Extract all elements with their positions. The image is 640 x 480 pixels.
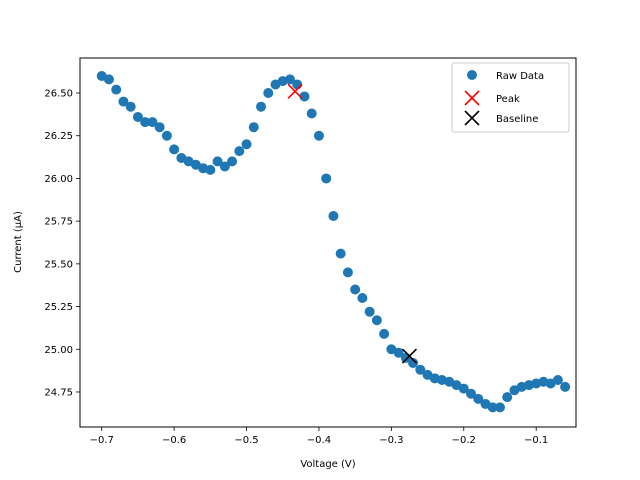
x-tick-label: −0.2: [452, 435, 476, 446]
raw-data-point: [466, 388, 477, 399]
raw-data-point: [393, 347, 404, 358]
legend-box: [451, 62, 570, 133]
raw-data-point: [132, 111, 143, 122]
raw-data-point: [219, 161, 230, 172]
raw-data-point: [357, 293, 368, 304]
plot-frame: [79, 57, 577, 428]
y-axis-label: Current (µA): [13, 211, 24, 273]
raw-data-point: [408, 357, 419, 368]
x-tick-label: −0.4: [307, 435, 331, 446]
raw-data-point: [292, 79, 303, 90]
raw-data-point: [205, 164, 216, 175]
raw-data-point: [458, 383, 469, 394]
x-tick-label: −0.6: [162, 435, 186, 446]
y-tick-label: 25.75: [44, 217, 73, 228]
y-tick-label: 26.50: [44, 89, 73, 100]
raw-data-point: [241, 139, 252, 150]
legend-marker-peak: [464, 90, 480, 106]
raw-data-point: [560, 381, 571, 392]
raw-data-point: [111, 84, 122, 95]
raw-data-point: [140, 117, 151, 128]
y-tick-label: 24.75: [44, 387, 73, 398]
raw-data-point: [342, 267, 353, 278]
legend-label-baseline: Baseline: [496, 114, 538, 125]
x-axis: −0.7 −0.6 −0.5 −0.4 −0.3 −0.2 −0.1: [90, 427, 548, 446]
raw-data-point: [256, 101, 267, 112]
legend-marker-baseline: [464, 110, 480, 126]
y-tick-label: 26.25: [44, 131, 73, 142]
raw-data-point: [335, 248, 346, 259]
y-axis: 24.75 25.00 25.25 25.50 25.75 26.00 26.25 26.50: [44, 89, 80, 398]
x-tick-label: −0.7: [90, 435, 114, 446]
raw-data-point: [169, 144, 180, 155]
raw-data-point: [415, 364, 426, 375]
x-tick-label: −0.1: [524, 435, 548, 446]
raw-data-point: [306, 108, 317, 119]
raw-data-point: [147, 117, 158, 128]
raw-data-point: [494, 402, 505, 413]
raw-data-point: [212, 156, 223, 167]
raw-data-point: [118, 96, 129, 107]
raw-data-point: [328, 211, 339, 222]
x-tick-label: −0.3: [379, 435, 403, 446]
raw-data-point: [284, 74, 295, 85]
peak-marker: [287, 83, 303, 99]
legend-marker-raw-data: [467, 70, 477, 80]
raw-data-point: [227, 156, 238, 167]
raw-data-point: [125, 101, 136, 112]
raw-data-point: [364, 306, 375, 317]
raw-data-point: [379, 328, 390, 339]
raw-data-point: [552, 375, 563, 386]
raw-data-point: [299, 91, 310, 102]
raw-data-point: [154, 122, 165, 133]
raw-data-point: [313, 130, 324, 141]
x-tick-label: −0.5: [234, 435, 258, 446]
raw-data-point: [263, 88, 274, 99]
raw-data-point: [248, 122, 259, 133]
data-layer: [96, 70, 571, 413]
raw-data-point: [473, 393, 484, 404]
y-tick-label: 26.00: [44, 174, 73, 185]
legend: Raw Data Peak Baseline: [451, 62, 570, 133]
raw-data-point: [502, 392, 513, 403]
raw-data-point: [371, 315, 382, 326]
baseline-marker: [401, 348, 418, 364]
y-tick-label: 25.00: [44, 345, 73, 356]
y-tick-label: 25.25: [44, 302, 73, 313]
legend-label-raw-data: Raw Data: [496, 71, 544, 82]
raw-data-point: [350, 284, 361, 295]
x-axis-label: Voltage (V): [300, 459, 355, 470]
y-tick-label: 25.50: [44, 259, 73, 270]
raw-data-point: [234, 146, 245, 157]
raw-data-point: [103, 74, 114, 85]
raw-data-point: [161, 130, 172, 141]
raw-data-point: [321, 173, 332, 184]
legend-label-peak: Peak: [496, 94, 520, 105]
raw-data-point: [487, 402, 498, 413]
